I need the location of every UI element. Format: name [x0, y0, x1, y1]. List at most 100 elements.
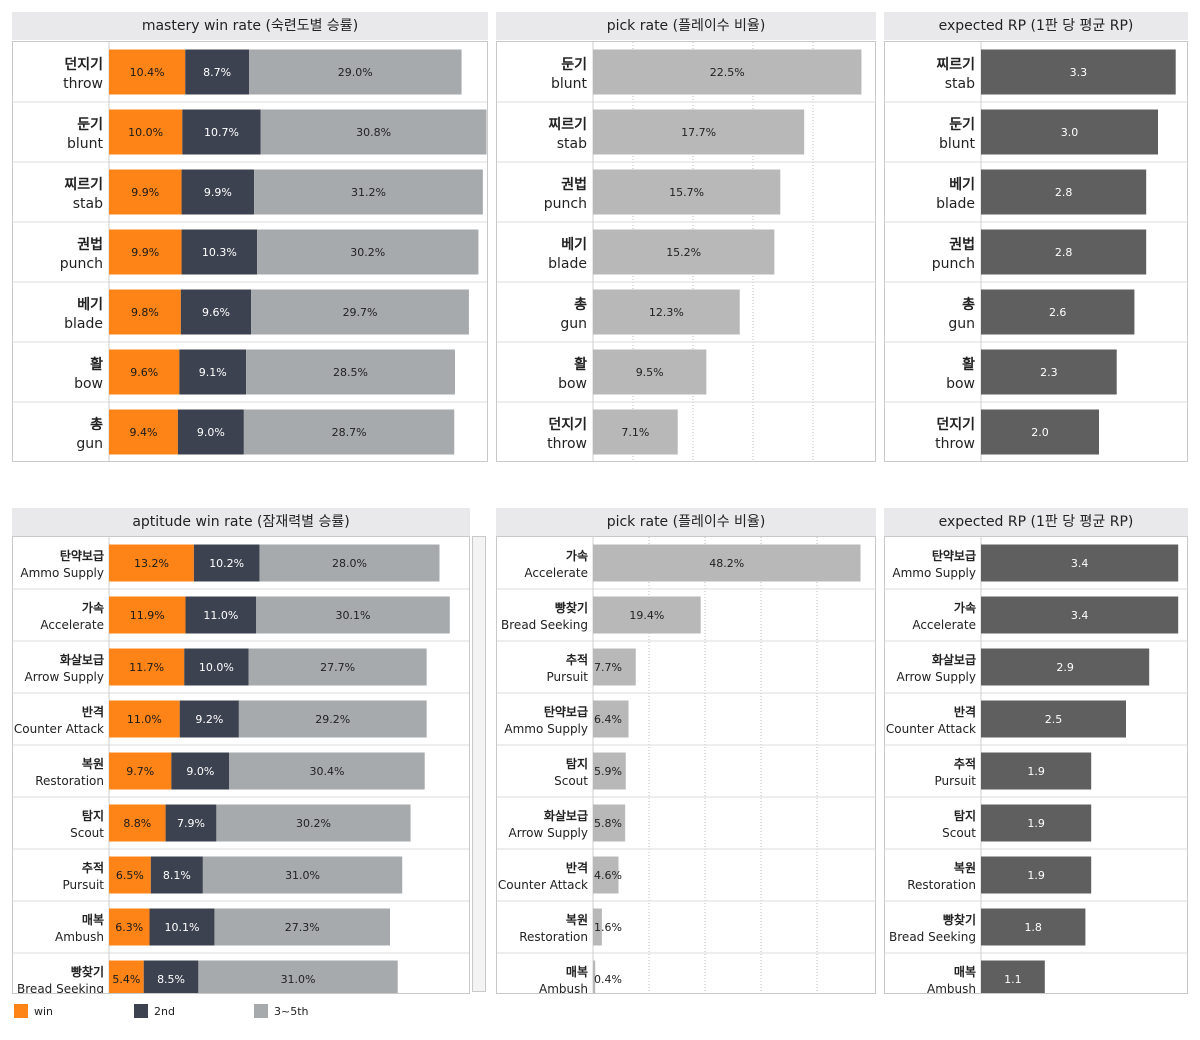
chart-area: 탄약보급 Ammo Supply 가속 Accelerate 화살보급 Arrow Sup… — [12, 536, 470, 994]
bar — [981, 349, 1117, 395]
category-label: 탄약보급 — [544, 704, 588, 719]
bar — [593, 856, 619, 894]
bar — [593, 229, 775, 275]
bar-segment-win — [109, 752, 172, 790]
data-label: 9.8% — [131, 306, 159, 319]
category-label: 매복 — [566, 964, 588, 979]
data-label: 28.0% — [332, 557, 367, 570]
category-label: Ammo Supply — [892, 566, 976, 580]
data-label: 27.3% — [285, 921, 320, 934]
bar — [981, 700, 1126, 738]
category-label: 가속 — [566, 548, 588, 563]
bar — [981, 229, 1147, 275]
data-label: 1.9 — [1027, 869, 1045, 882]
bar — [593, 349, 707, 395]
bar — [981, 804, 1092, 842]
category-label: 탐지 — [82, 808, 104, 823]
category-label: Arrow Supply — [509, 826, 588, 840]
data-label: 7.7% — [594, 661, 622, 674]
category-label: 추적 — [82, 860, 104, 875]
bar-segment-win — [109, 49, 186, 95]
chart-area: 던지기 throw 둔기 blunt 찌르기 stab 권법 punch 베기 blade 활 bow… — [12, 41, 488, 462]
data-label: 3.3 — [1070, 66, 1088, 79]
category-label: blade — [936, 196, 975, 212]
data-label: 3.0 — [1061, 126, 1079, 139]
data-label: 11.0% — [203, 609, 238, 622]
category-label: Restoration — [35, 774, 104, 788]
bar-segment-win — [109, 544, 194, 582]
data-label: 10.0% — [199, 661, 234, 674]
aptitude-expected-rp-chart: 탄약보급 Ammo Supply 가속 Accelerate 화살보급 Arrow Sup… — [885, 537, 1187, 993]
category-label: 탐지 — [954, 808, 976, 823]
data-label: 11.9% — [130, 609, 165, 622]
category-label: Arrow Supply — [25, 670, 104, 684]
category-label: 둔기 — [77, 117, 103, 133]
category-label: stab — [945, 76, 975, 92]
data-label: 3.4 — [1071, 557, 1089, 570]
bar — [593, 908, 602, 946]
category-label: Accelerate — [912, 618, 976, 632]
data-label: 6.5% — [116, 869, 144, 882]
bar-segment-2nd — [171, 752, 230, 790]
chart-area: 가속 Accelerate 빵찾기 Bread Seeking 추적 Pursuit 탄약보… — [496, 536, 876, 994]
mastery-expected-rp-chart: 찌르기 stab 둔기 blunt 베기 blade 권법 punch 총 gun 활 bow 던지기 t… — [885, 42, 1187, 461]
category-label: 화살보급 — [932, 652, 976, 667]
data-label: 10.4% — [130, 66, 165, 79]
data-label: 2.9 — [1056, 661, 1074, 674]
category-label: 베기 — [77, 297, 103, 313]
data-label: 30.2% — [296, 817, 331, 830]
mastery-expected-rp-panel: expected RP (1판 당 평균 RP) 찌르기 stab 둔기 blunt 베… — [884, 12, 1188, 462]
category-label: 찌르기 — [936, 57, 975, 73]
category-label: 총 — [962, 297, 975, 313]
vertical-scrollbar[interactable] — [472, 536, 486, 992]
category-label: 총 — [574, 297, 587, 313]
category-label: bow — [74, 376, 103, 392]
data-label: 10.0% — [128, 126, 163, 139]
legend-label: 3~5th — [274, 1005, 309, 1018]
panel-title: pick rate (플레이수 비율) — [496, 508, 876, 536]
category-label: Ambush — [55, 930, 104, 944]
category-label: 총 — [90, 417, 103, 433]
category-label: Pursuit — [547, 670, 589, 684]
category-label: punch — [544, 196, 587, 212]
bar — [593, 804, 626, 842]
bar-segment-win — [109, 169, 182, 215]
bar-segment-3~5th — [214, 908, 390, 946]
bar — [981, 169, 1147, 215]
category-label: 화살보급 — [544, 808, 588, 823]
bar-segment-win — [109, 960, 144, 993]
bar-segment-2nd — [184, 648, 249, 686]
category-label: 권법 — [949, 237, 975, 253]
bar-segment-win — [109, 856, 151, 894]
data-label: 29.0% — [338, 66, 373, 79]
data-label: 15.7% — [669, 186, 704, 199]
chart-area: 탄약보급 Ammo Supply 가속 Accelerate 화살보급 Arrow Sup… — [884, 536, 1188, 994]
data-label: 6.3% — [115, 921, 143, 934]
bar — [593, 409, 678, 455]
bar-segment-win — [109, 648, 185, 686]
data-label: 9.1% — [199, 366, 227, 379]
bar-segment-3~5th — [260, 109, 487, 155]
data-label: 2.6 — [1049, 306, 1067, 319]
data-label: 8.7% — [203, 66, 231, 79]
category-label: 둔기 — [949, 117, 975, 133]
category-label: 화살보급 — [60, 652, 104, 667]
category-label: blunt — [551, 76, 588, 92]
bar-segment-2nd — [150, 856, 203, 894]
category-label: punch — [932, 256, 975, 272]
bar-segment-3~5th — [257, 229, 479, 275]
category-label: 탄약보급 — [60, 548, 104, 563]
bar-segment-3~5th — [249, 49, 462, 95]
data-label: 2.0 — [1031, 426, 1049, 439]
data-label: 31.0% — [281, 973, 316, 986]
category-label: 매복 — [954, 964, 976, 979]
category-label: Counter Attack — [886, 722, 976, 736]
category-label: Counter Attack — [14, 722, 104, 736]
category-label: throw — [547, 436, 587, 452]
category-label: bow — [558, 376, 587, 392]
data-label: 4.6% — [594, 869, 622, 882]
category-label: Accelerate — [40, 618, 104, 632]
bar-segment-win — [109, 289, 181, 335]
category-label: blunt — [67, 136, 104, 152]
category-label: Ambush — [539, 982, 588, 993]
